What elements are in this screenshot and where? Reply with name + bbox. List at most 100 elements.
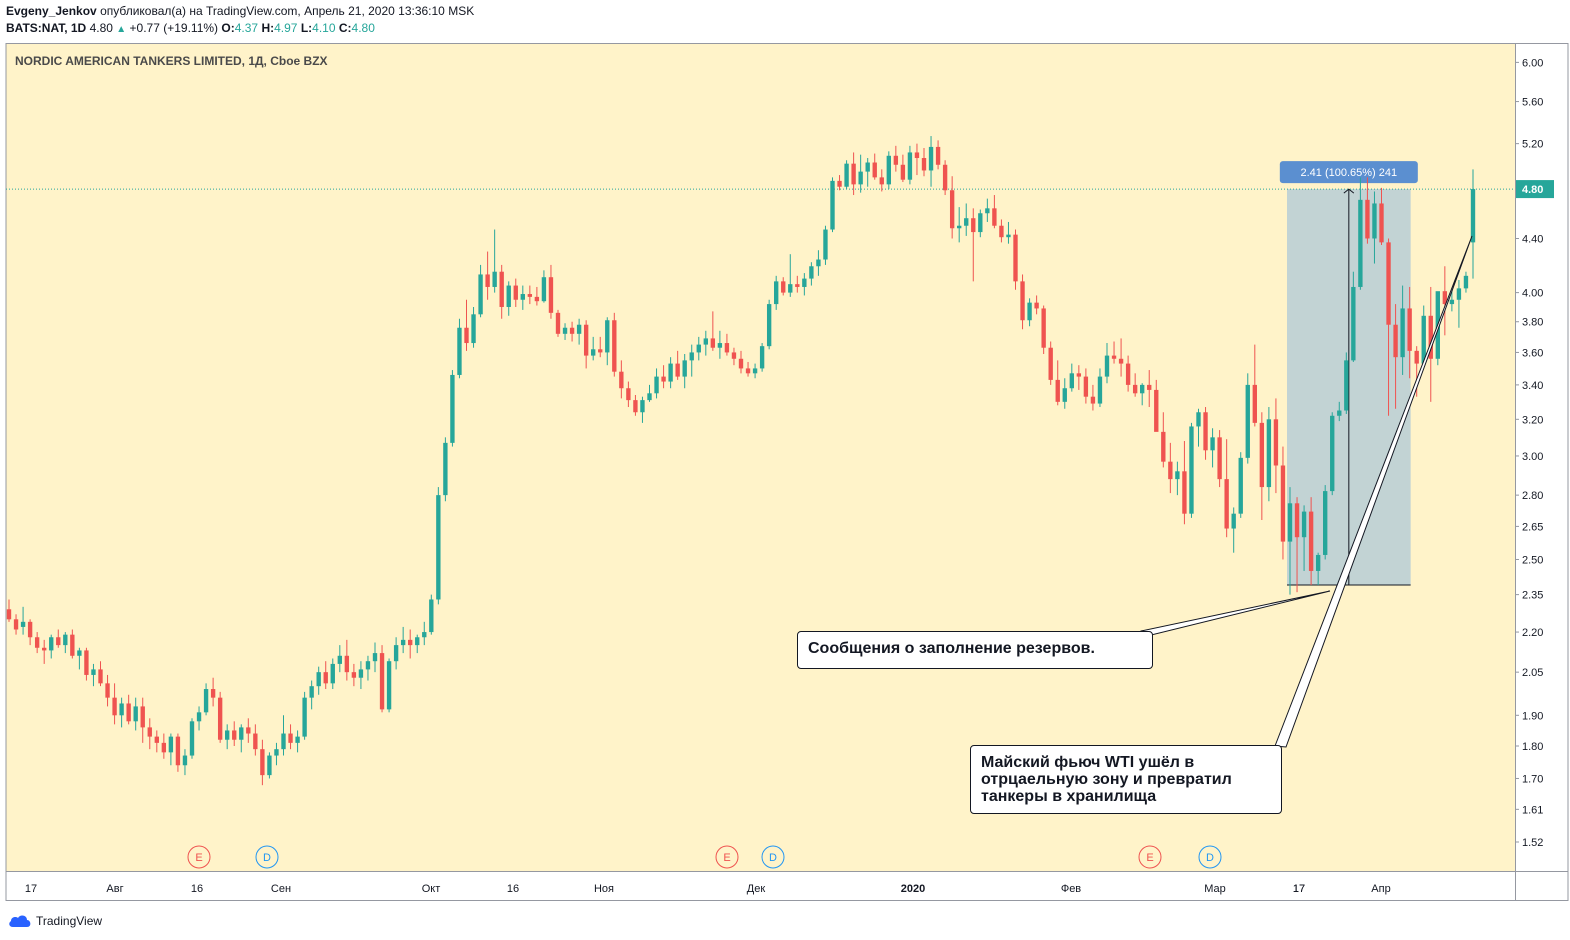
footer-brand[interactable]: TradingView <box>8 911 102 931</box>
candle-body <box>971 218 976 233</box>
callout-wti-text: Майский фьюч WTI ушёл в отрцаельную зону… <box>981 754 1232 805</box>
candle-body <box>830 180 835 230</box>
candle <box>1168 442 1173 494</box>
candle-body <box>1442 291 1448 305</box>
candle <box>1203 407 1208 460</box>
candle <box>281 715 286 756</box>
candle-body <box>844 163 849 187</box>
candle-body <box>309 686 314 698</box>
candle <box>964 203 969 236</box>
candle-body <box>548 277 554 313</box>
candle <box>830 177 835 233</box>
candle-body <box>49 637 54 651</box>
candle-body <box>809 266 814 279</box>
candle-body <box>84 650 89 675</box>
candle-body <box>182 755 188 766</box>
candle <box>1386 238 1391 416</box>
candle <box>154 730 159 753</box>
candle <box>1259 412 1265 521</box>
candle <box>598 336 603 358</box>
candle <box>506 281 511 316</box>
candle <box>133 697 138 731</box>
candle-body <box>562 327 568 334</box>
candle <box>492 229 497 293</box>
candle <box>415 634 420 654</box>
candle <box>372 642 378 673</box>
candle-body <box>1104 355 1110 377</box>
candle <box>175 733 181 772</box>
candle-body <box>436 495 441 600</box>
price-chart[interactable]: NORDIC AMERICAN TANKERS LIMITED, 1Д, Cbo… <box>0 43 1570 903</box>
candle <box>1055 360 1060 406</box>
candle-body <box>288 733 293 743</box>
candle-body <box>999 225 1004 238</box>
candle-body <box>1175 471 1180 480</box>
candle <box>1330 412 1335 496</box>
candle <box>865 158 870 187</box>
candle-body <box>56 637 61 646</box>
candle-body <box>907 152 913 180</box>
y-tick-label: 4.00 <box>1522 288 1543 300</box>
callout-wti[interactable]: Майский фьюч WTI ушёл в отрцаельную зону… <box>970 745 1282 814</box>
candle <box>1013 229 1018 290</box>
callout-reserves[interactable]: Сообщения о заполнение резервов. <box>797 631 1153 669</box>
candle <box>98 661 103 687</box>
candle-body <box>6 609 12 620</box>
candle-body <box>1097 376 1103 404</box>
candle <box>1273 398 1279 494</box>
candle-body <box>900 164 906 180</box>
candle <box>921 148 927 177</box>
candle-body <box>499 271 504 307</box>
candle <box>886 151 891 190</box>
candle-body <box>689 352 694 361</box>
candle-body <box>555 312 561 334</box>
candle <box>196 706 202 731</box>
candle <box>365 655 371 681</box>
event-circle <box>187 845 211 869</box>
candle <box>738 350 744 374</box>
event-circle <box>255 845 279 869</box>
candle <box>1118 338 1124 377</box>
candle-body <box>471 314 476 344</box>
candle-body <box>337 655 342 664</box>
candle <box>1062 378 1067 409</box>
candle-body <box>295 736 300 743</box>
candle-body <box>358 669 364 678</box>
candle <box>1421 305 1426 369</box>
candle-body <box>1041 308 1046 348</box>
candle-body <box>591 349 596 356</box>
candle-body <box>77 650 82 656</box>
candle-body <box>1315 554 1321 571</box>
candle-body <box>485 274 490 287</box>
candle <box>555 309 561 337</box>
candle-body <box>408 639 413 646</box>
candle <box>788 254 793 297</box>
candle <box>851 152 856 196</box>
candle-body <box>1140 384 1145 394</box>
candle-body <box>1463 275 1469 289</box>
candle-body <box>1323 491 1328 555</box>
candle-body <box>858 171 863 185</box>
candle-body <box>1111 355 1117 359</box>
candle-body <box>506 285 511 307</box>
candle <box>640 396 645 423</box>
candle <box>140 697 145 743</box>
candle <box>703 330 708 356</box>
candle <box>858 154 863 193</box>
dividend-event-marker: D <box>1198 845 1222 869</box>
candle-body <box>1182 471 1187 514</box>
candle-body <box>1294 503 1300 538</box>
candle <box>1034 295 1039 315</box>
candle-body <box>1027 302 1032 321</box>
candle <box>1140 383 1145 406</box>
candle <box>1358 177 1363 290</box>
last-price-badge-text: 4.80 <box>1522 184 1543 196</box>
candle-body <box>98 669 103 684</box>
candle-body <box>91 669 96 675</box>
ticker-symbol: BATS:NAT, 1D <box>6 21 87 35</box>
candle <box>548 264 554 319</box>
author-name[interactable]: Evgeny_Jenkov <box>6 4 97 18</box>
candle-body <box>1266 419 1272 488</box>
y-tick-label: 1.70 <box>1522 773 1543 785</box>
candle <box>675 350 680 380</box>
